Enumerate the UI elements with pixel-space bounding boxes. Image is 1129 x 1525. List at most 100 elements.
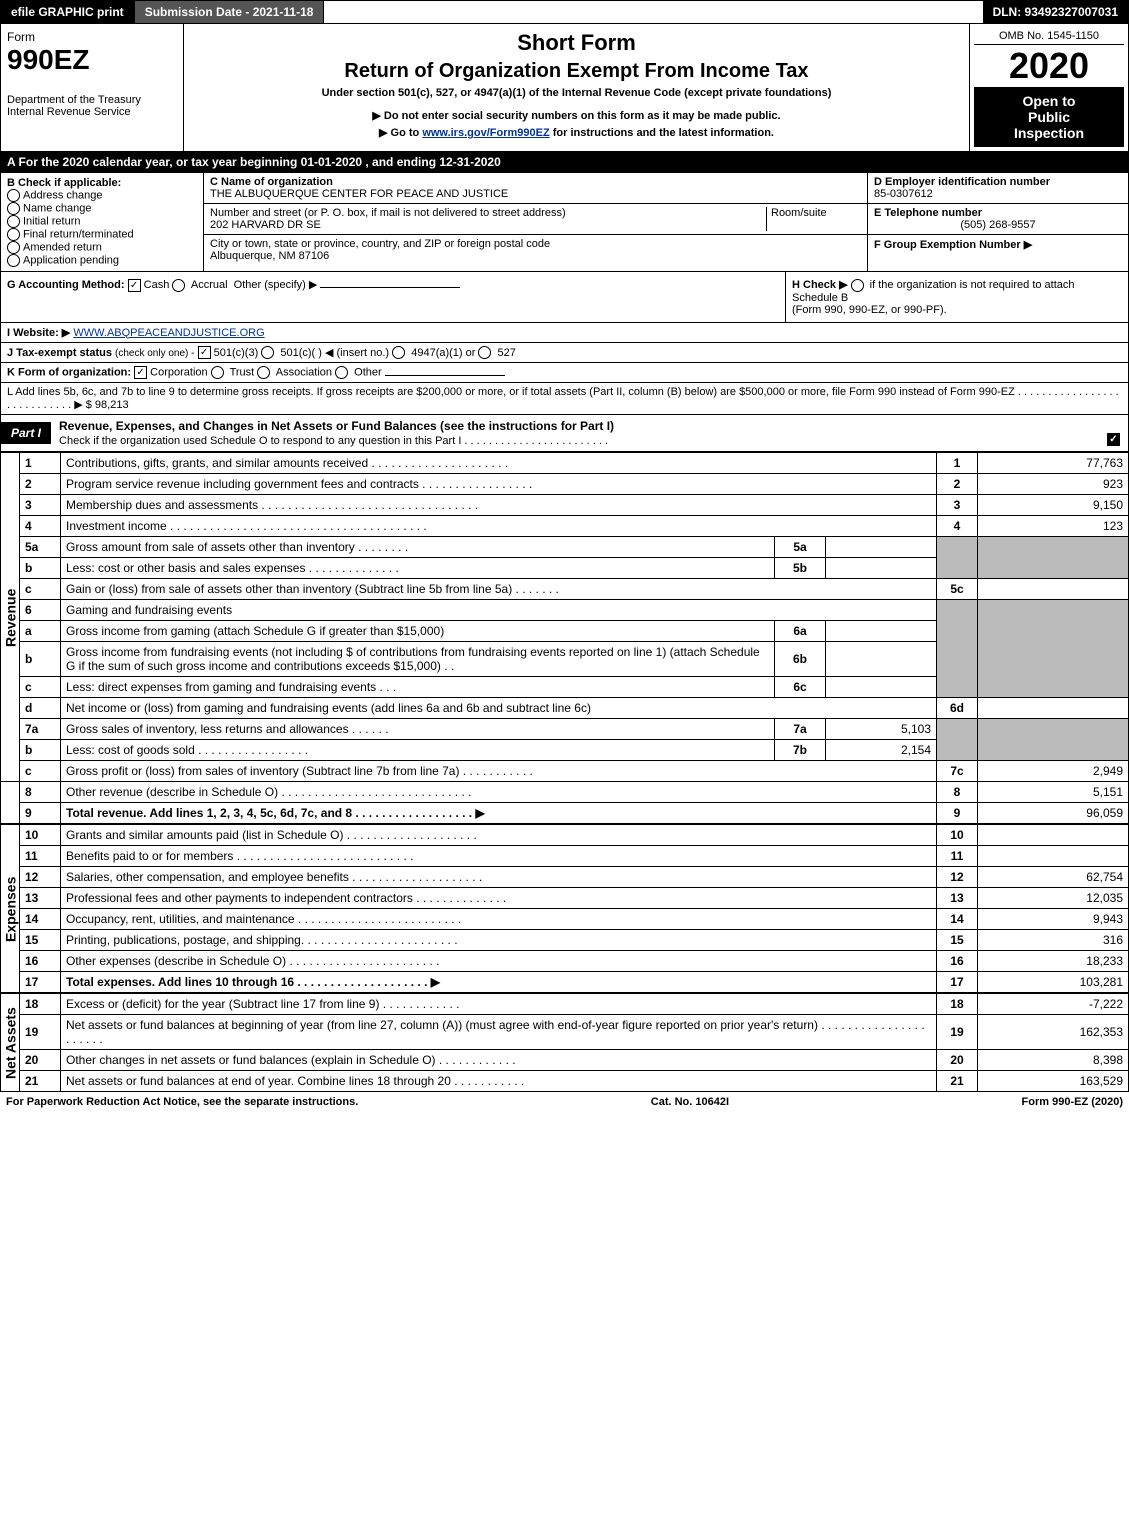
line-j: J Tax-exempt status (check only one) - ✓… <box>0 343 1129 364</box>
chk-501c3[interactable]: ✓ <box>198 346 211 359</box>
box-c-label: C Name of organization <box>210 176 861 188</box>
irs-link[interactable]: www.irs.gov/Form990EZ <box>422 127 549 139</box>
l8-text: Other revenue (describe in Schedule O) .… <box>61 782 937 803</box>
net-assets-table: Net Assets 18 Excess or (deficit) for th… <box>0 993 1129 1092</box>
chk-initial-return[interactable] <box>7 215 20 228</box>
l11-amt <box>978 846 1129 867</box>
netassets-side-label: Net Assets <box>1 994 20 1092</box>
l5a-midval <box>826 537 937 558</box>
form-right-block: OMB No. 1545-1150 2020 Open to Public In… <box>970 24 1128 151</box>
l2-num: 2 <box>20 474 61 495</box>
form-id-block: Form 990EZ Department of the Treasury In… <box>1 24 184 151</box>
l6-text: Gaming and fundraising events <box>61 600 937 621</box>
chk-501c[interactable] <box>261 346 274 359</box>
l17-box: 17 <box>937 972 978 993</box>
l13-box: 13 <box>937 888 978 909</box>
chk-assoc[interactable] <box>257 366 270 379</box>
lbl-trust: Trust <box>230 367 255 379</box>
l6b-midval <box>826 642 937 677</box>
l1-amt: 77,763 <box>978 453 1129 474</box>
chk-cash[interactable]: ✓ <box>128 279 141 292</box>
l9-box: 9 <box>937 803 978 824</box>
page-footer: For Paperwork Reduction Act Notice, see … <box>0 1092 1129 1112</box>
footer-left: For Paperwork Reduction Act Notice, see … <box>6 1096 358 1108</box>
l7b-num: b <box>20 740 61 761</box>
l14-box: 14 <box>937 909 978 930</box>
line-gh-row: G Accounting Method: ✓ Cash Accrual Othe… <box>0 272 1129 323</box>
l21-box: 21 <box>937 1071 978 1092</box>
l13-text: Professional fees and other payments to … <box>61 888 937 909</box>
l14-num: 14 <box>20 909 61 930</box>
line-j-label: J Tax-exempt status <box>7 347 112 359</box>
open-line2: Public <box>978 109 1120 125</box>
l6c-mid: 6c <box>775 677 826 698</box>
l10-num: 10 <box>20 825 61 846</box>
chk-corp[interactable]: ✓ <box>134 366 147 379</box>
footer-right: Form 990-EZ (2020) <box>1022 1096 1123 1108</box>
l6b-num: b <box>20 642 61 677</box>
chk-name-change[interactable] <box>7 202 20 215</box>
line-k: K Form of organization: ✓ Corporation Tr… <box>0 363 1129 383</box>
l6d-text: Net income or (loss) from gaming and fun… <box>61 698 937 719</box>
top-toolbar: efile GRAPHIC print Submission Date - 20… <box>0 0 1129 24</box>
expenses-side-label: Expenses <box>1 825 20 993</box>
chk-4947[interactable] <box>392 346 405 359</box>
box-e-label: E Telephone number <box>874 207 1122 219</box>
box-f-label: F Group Exemption Number ▶ <box>874 238 1122 251</box>
website-link[interactable]: WWW.ABQPEACEANDJUSTICE.ORG <box>73 327 264 339</box>
l12-num: 12 <box>20 867 61 888</box>
form-title-block: Short Form Return of Organization Exempt… <box>184 24 970 151</box>
main-title: Return of Organization Exempt From Incom… <box>190 60 963 83</box>
l3-num: 3 <box>20 495 61 516</box>
chk-amended-return[interactable] <box>7 241 20 254</box>
lbl-cash: Cash <box>144 279 170 291</box>
l12-amt: 62,754 <box>978 867 1129 888</box>
l9-text: Total revenue. Add lines 1, 2, 3, 4, 5c,… <box>61 803 937 824</box>
line-h-label: H Check ▶ <box>792 279 848 291</box>
l16-text: Other expenses (describe in Schedule O) … <box>61 951 937 972</box>
l2-amt: 923 <box>978 474 1129 495</box>
efile-print-button[interactable]: efile GRAPHIC print <box>1 1 135 23</box>
chk-accrual[interactable] <box>172 279 185 292</box>
line-g-label: G Accounting Method: <box>7 279 125 291</box>
part-1-title: Revenue, Expenses, and Changes in Net As… <box>51 415 1128 451</box>
line-i: I Website: ▶ WWW.ABQPEACEANDJUSTICE.ORG <box>0 323 1129 343</box>
l14-amt: 9,943 <box>978 909 1129 930</box>
part-1-schedule-o-check[interactable]: ✓ <box>1107 433 1120 446</box>
chk-527[interactable] <box>478 346 491 359</box>
chk-application-pending[interactable] <box>7 254 20 267</box>
box-c: C Name of organization THE ALBUQUERQUE C… <box>204 173 868 271</box>
other-org-input[interactable] <box>385 375 505 376</box>
l15-amt: 316 <box>978 930 1129 951</box>
l20-box: 20 <box>937 1050 978 1071</box>
box-def: D Employer identification number 85-0307… <box>868 173 1128 271</box>
expenses-table: Expenses 10 Grants and similar amounts p… <box>0 824 1129 993</box>
open-line3: Inspection <box>978 125 1120 141</box>
chk-line-h[interactable] <box>851 279 864 292</box>
chk-final-return[interactable] <box>7 228 20 241</box>
line-j-sub: (check only one) - <box>115 348 194 359</box>
lbl-initial-return: Initial return <box>23 215 80 227</box>
l6c-midval <box>826 677 937 698</box>
open-line1: Open to <box>978 93 1120 109</box>
l5-amt-gray <box>978 537 1129 579</box>
chk-trust[interactable] <box>211 366 224 379</box>
lbl-application-pending: Application pending <box>23 254 119 266</box>
chk-address-change[interactable] <box>7 189 20 202</box>
other-specify-input[interactable] <box>320 287 460 288</box>
chk-other-org[interactable] <box>335 366 348 379</box>
l5b-midval <box>826 558 937 579</box>
lbl-other-org: Other <box>354 367 382 379</box>
l19-num: 19 <box>20 1015 61 1050</box>
box-b-title: B Check if applicable: <box>7 177 197 189</box>
org-name: THE ALBUQUERQUE CENTER FOR PEACE AND JUS… <box>210 188 861 200</box>
l7c-text: Gross profit or (loss) from sales of inv… <box>61 761 937 782</box>
l17-text: Total expenses. Add lines 10 through 16 … <box>61 972 937 993</box>
l6-box-gray <box>937 600 978 698</box>
l5b-text: Less: cost or other basis and sales expe… <box>61 558 775 579</box>
l9-num: 9 <box>20 803 61 824</box>
lbl-assoc: Association <box>276 367 332 379</box>
l9-amt: 96,059 <box>978 803 1129 824</box>
lbl-501c: 501(c)( ) ◀ (insert no.) <box>280 347 389 359</box>
warn2-pre: ▶ Go to <box>379 127 422 139</box>
